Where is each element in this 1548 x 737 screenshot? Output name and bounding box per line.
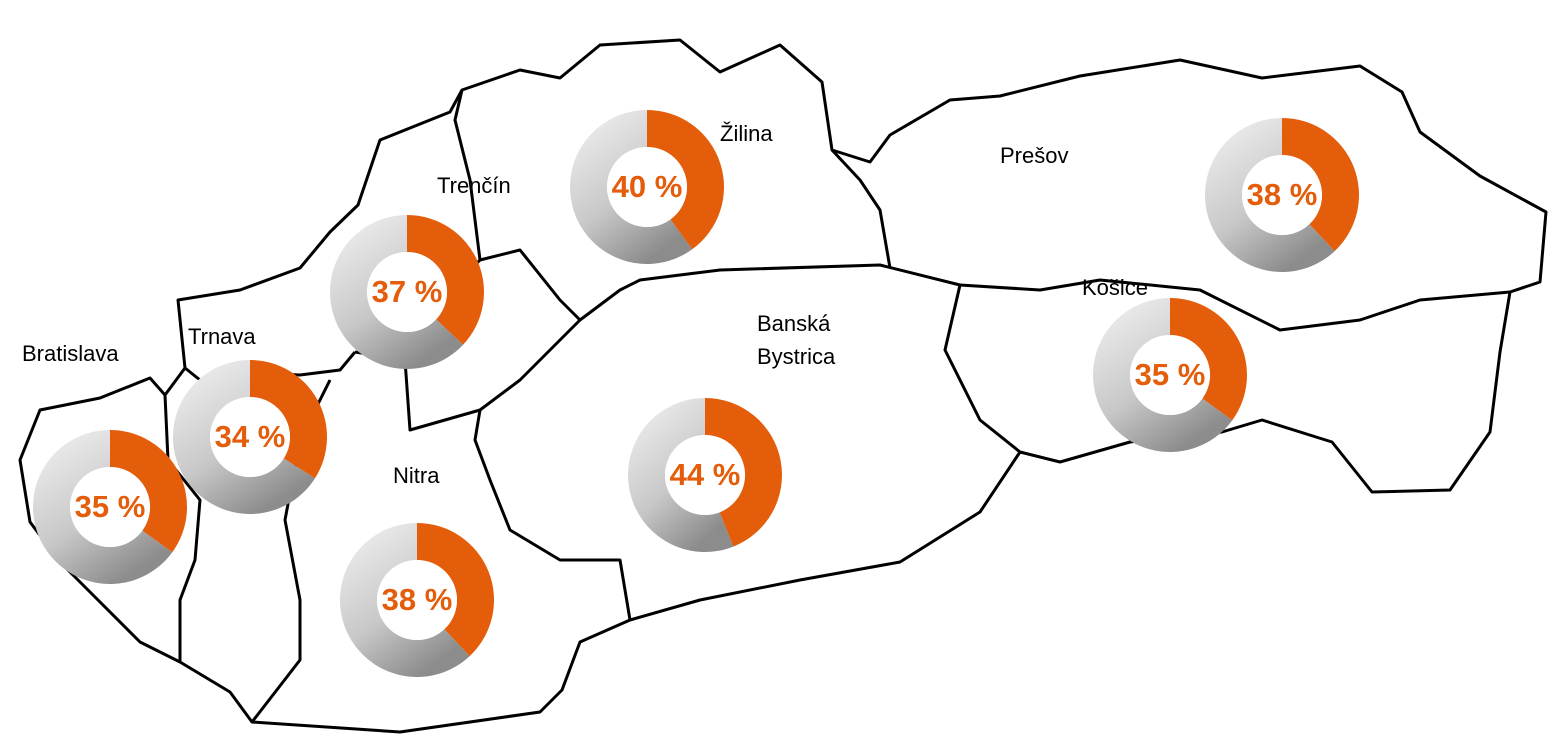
donut-value — [647, 110, 724, 250]
value-label: 35 % — [75, 489, 146, 524]
donut-hole — [1130, 335, 1210, 415]
value-label: 44 % — [670, 457, 741, 492]
donut-rest — [1092, 298, 1233, 452]
region-donut: 35 % — [32, 430, 187, 584]
region-donut: 44 % — [627, 398, 782, 552]
country-outline — [18, 38, 1548, 734]
region-border — [163, 394, 202, 662]
donut-value — [705, 398, 782, 547]
donut-rest — [340, 523, 470, 677]
donut-hole — [607, 147, 687, 227]
donut-value — [1282, 118, 1359, 252]
value-label: 34 % — [215, 419, 286, 454]
borders — [18, 38, 1548, 734]
donut-value — [110, 430, 187, 553]
donut-rest — [173, 360, 316, 514]
donut-rest — [32, 430, 173, 584]
donut-hole — [70, 467, 150, 547]
donut-value — [250, 360, 327, 479]
donut-value — [417, 523, 494, 657]
region-name: Bratislava — [22, 341, 119, 366]
region-border — [943, 284, 1021, 454]
value-label: 38 % — [1247, 177, 1318, 212]
region-border — [959, 278, 1511, 332]
region-name: Trnava — [188, 324, 256, 349]
donut-value — [1170, 298, 1247, 421]
region-donut: 35 % — [1092, 298, 1247, 452]
region-border — [830, 148, 892, 269]
region-donut: 38 % — [340, 523, 494, 677]
region-name: Bystrica — [757, 344, 836, 369]
region-name: Prešov — [1000, 143, 1068, 168]
region-border — [473, 409, 632, 621]
region-name: Trenčín — [437, 173, 511, 198]
region-name: Žilina — [720, 121, 773, 146]
region-donut: 40 % — [569, 110, 724, 265]
donut-rest — [627, 398, 734, 552]
region-donut: 34 % — [173, 360, 327, 514]
donut-rest — [569, 110, 693, 265]
donut-hole — [665, 435, 745, 515]
value-label: 38 % — [382, 582, 453, 617]
donut-hole — [210, 397, 290, 477]
region-name: Nitra — [393, 463, 440, 488]
value-label: 35 % — [1135, 357, 1206, 392]
region-donut: 38 % — [1204, 118, 1359, 272]
region-donut: 37 % — [330, 215, 484, 369]
donut-rest — [1204, 118, 1335, 272]
region-name: Košice — [1082, 275, 1148, 300]
donuts: 35 % 34 % 37 % 40 % 38 % 35 % 44 % 38 % — [32, 110, 1359, 677]
donut-hole — [367, 252, 447, 332]
region-name: Banská — [757, 311, 831, 336]
donut-hole — [377, 560, 457, 640]
value-label: 37 % — [372, 274, 443, 309]
region-border — [479, 248, 961, 322]
donut-rest — [330, 215, 464, 369]
donut-value — [407, 215, 484, 345]
donut-hole — [1242, 155, 1322, 235]
value-label: 40 % — [612, 169, 683, 204]
